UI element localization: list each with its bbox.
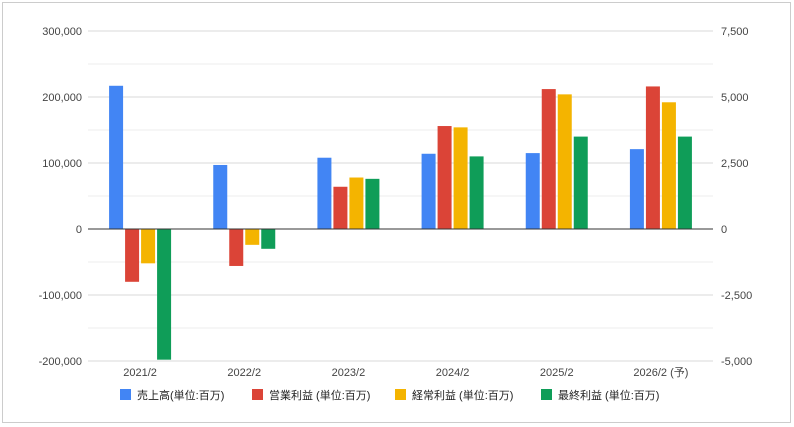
left-tick-label: -100,000: [39, 290, 82, 302]
bar: [557, 94, 572, 229]
bars: [109, 85, 692, 360]
x-tick-label: 2022/2: [227, 367, 261, 379]
right-tick-label: 2,500: [721, 158, 749, 170]
bar: [141, 229, 156, 264]
x-tick-label: 2023/2: [332, 367, 366, 379]
bar: [365, 178, 380, 229]
legend-label: 営業利益 (単位:百万): [269, 388, 370, 402]
right-axis-ticks: -5,000 -2,500 0 2,500 5,000 7,500: [721, 26, 752, 368]
legend-swatch: [541, 389, 552, 400]
bar: [629, 149, 644, 229]
right-tick-label: 0: [721, 224, 727, 236]
bar: [661, 102, 676, 229]
bar: [317, 157, 332, 229]
bar: [677, 136, 692, 229]
legend: 売上高(単位:百万) 営業利益 (単位:百万) 経常利益 (単位:百万) 最終利益 (…: [120, 388, 659, 402]
bar: [109, 85, 124, 229]
x-tick-label: 2024/2: [436, 367, 470, 379]
bar: [349, 177, 364, 229]
legend-label: 経常利益 (単位:百万): [412, 388, 513, 402]
bar: [525, 153, 540, 229]
legend-swatch: [395, 389, 406, 400]
chart-frame: -200,000 -100,000 0 100,000 200,000 300,000 -…: [2, 2, 791, 423]
bar: [453, 127, 468, 229]
gridlines: [88, 30, 713, 362]
legend-swatch: [252, 389, 263, 400]
bar-chart: -200,000 -100,000 0 100,000 200,000 300,000 -…: [39, 26, 753, 402]
bar: [245, 229, 260, 245]
left-tick-label: 100,000: [42, 158, 82, 170]
left-tick-label: -200,000: [39, 356, 82, 368]
left-tick-label: 0: [76, 224, 82, 236]
left-axis-ticks: -200,000 -100,000 0 100,000 200,000 300,000: [39, 26, 82, 368]
bar: [541, 89, 556, 229]
bar: [333, 186, 348, 229]
legend-swatch: [120, 389, 131, 400]
legend-label: 最終利益 (単位:百万): [558, 388, 659, 402]
bar: [229, 229, 244, 266]
bar: [437, 126, 452, 229]
bar: [261, 229, 276, 249]
right-tick-label: 7,500: [721, 26, 749, 38]
x-tick-label: 2026/2 (予): [633, 366, 688, 379]
x-tick-label: 2025/2: [540, 367, 574, 379]
left-tick-label: 200,000: [42, 92, 82, 104]
bar: [645, 86, 660, 229]
right-tick-label: -5,000: [721, 356, 752, 368]
legend-label: 売上高(単位:百万): [137, 388, 224, 402]
x-axis-ticks: 2021/2 2022/2 2023/2 2024/2 2025/2 2026/2 (予): [123, 366, 688, 379]
bar: [213, 164, 228, 229]
bar: [469, 156, 484, 229]
right-tick-label: 5,000: [721, 92, 749, 104]
bar: [125, 229, 140, 282]
x-tick-label: 2021/2: [123, 367, 157, 379]
bar: [573, 136, 588, 229]
bar: [157, 229, 172, 360]
bar: [421, 153, 436, 229]
left-tick-label: 300,000: [42, 26, 82, 38]
right-tick-label: -2,500: [721, 290, 752, 302]
